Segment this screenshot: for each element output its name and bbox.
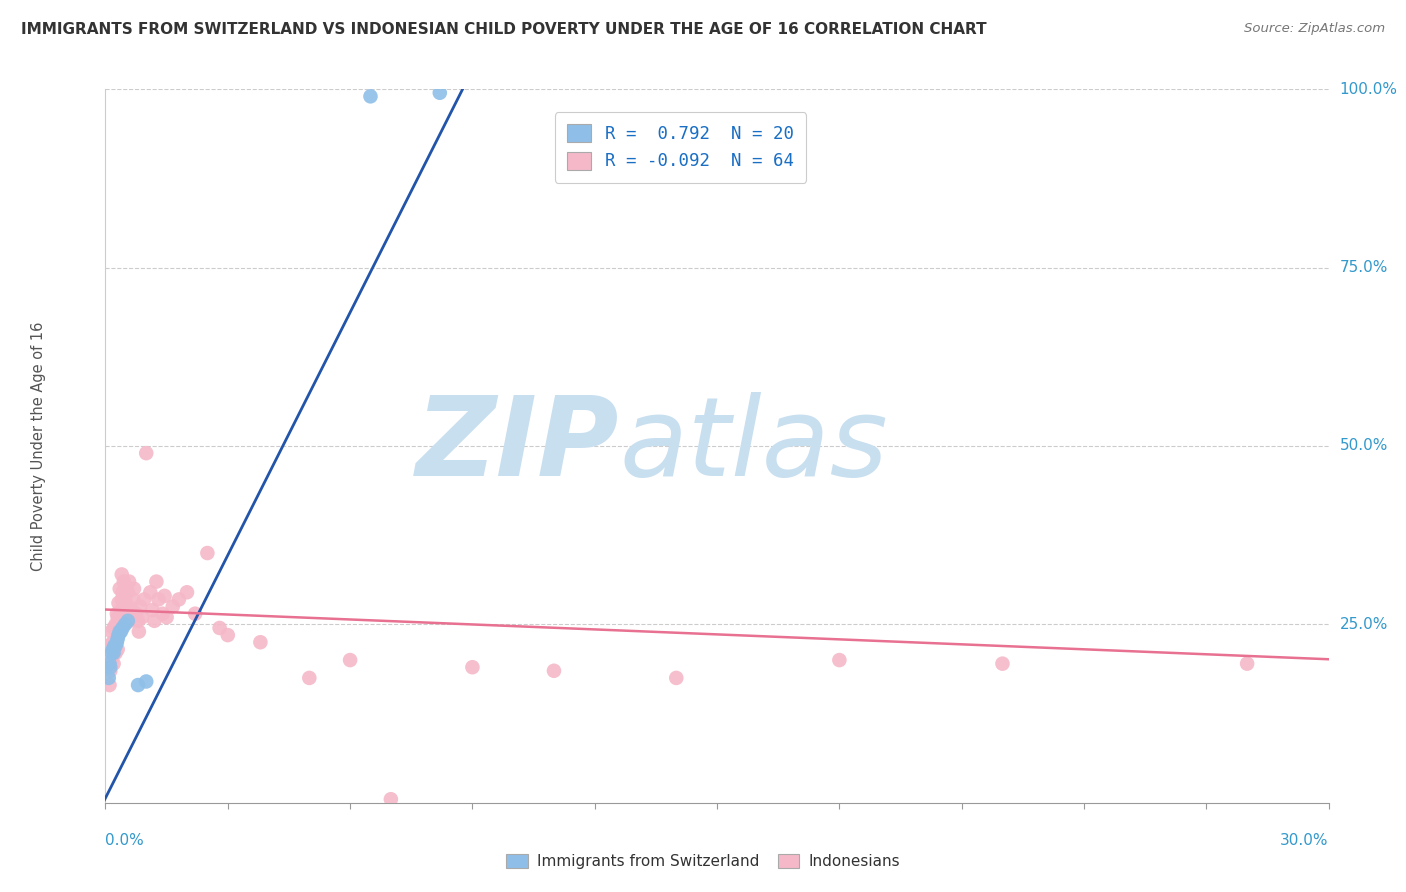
Point [108, 624, 131, 639]
Point [104, 617, 127, 632]
Point [143, 614, 166, 628]
Point [112, 574, 135, 589]
Point [107, 610, 129, 624]
Point [184, 607, 207, 621]
Point [105, 632, 128, 646]
Point [129, 599, 152, 614]
Point [118, 574, 141, 589]
Point [217, 628, 239, 642]
Point [101, 642, 124, 657]
Point [148, 592, 170, 607]
Point [103, 621, 125, 635]
Point [152, 607, 174, 621]
Point [360, 89, 382, 103]
Point [98, 678, 121, 692]
Point [121, 603, 143, 617]
Point [107, 628, 129, 642]
Point [176, 585, 198, 599]
Point [128, 624, 150, 639]
Text: 30.0%: 30.0% [1281, 833, 1329, 848]
Point [100, 653, 122, 667]
Point [107, 596, 129, 610]
Text: atlas: atlas [619, 392, 887, 500]
Point [103, 657, 125, 671]
Text: Source: ZipAtlas.com: Source: ZipAtlas.com [1244, 22, 1385, 36]
Point [195, 546, 219, 560]
Point [122, 582, 145, 596]
Point [100, 624, 122, 639]
Point [114, 607, 136, 621]
Text: 50.0%: 50.0% [1340, 439, 1388, 453]
Point [153, 589, 176, 603]
Text: 0.0%: 0.0% [105, 833, 145, 848]
Point [127, 678, 149, 692]
Point [98, 657, 121, 671]
Point [145, 574, 167, 589]
Text: ZIP: ZIP [416, 392, 619, 500]
Point [122, 592, 145, 607]
Point [110, 624, 132, 639]
Point [108, 582, 131, 596]
Point [110, 603, 132, 617]
Point [127, 614, 149, 628]
Point [111, 592, 134, 607]
Point [100, 646, 122, 660]
Text: 25.0%: 25.0% [1340, 617, 1388, 632]
Point [98, 660, 121, 674]
Point [339, 653, 361, 667]
Text: Child Poverty Under the Age of 16: Child Poverty Under the Age of 16 [31, 321, 45, 571]
Point [249, 635, 271, 649]
Point [141, 603, 163, 617]
Point [208, 621, 231, 635]
Point [104, 639, 127, 653]
Point [105, 607, 128, 621]
Point [134, 592, 156, 607]
Legend: Immigrants from Switzerland, Indonesians: Immigrants from Switzerland, Indonesians [501, 847, 905, 875]
Text: 75.0%: 75.0% [1340, 260, 1388, 275]
Point [139, 585, 162, 599]
Point [98, 664, 121, 678]
Point [105, 635, 128, 649]
Point [125, 607, 148, 621]
Point [828, 653, 851, 667]
Point [111, 621, 134, 635]
Point [1236, 657, 1258, 671]
Point [543, 664, 565, 678]
Point [97, 639, 120, 653]
Point [429, 86, 451, 100]
Point [167, 592, 190, 607]
Point [101, 635, 124, 649]
Point [131, 610, 153, 624]
Point [117, 585, 139, 599]
Point [103, 646, 125, 660]
Point [111, 585, 134, 599]
Point [107, 642, 129, 657]
Point [135, 446, 157, 460]
Point [118, 614, 141, 628]
Point [96, 657, 118, 671]
Point [103, 639, 125, 653]
Text: IMMIGRANTS FROM SWITZERLAND VS INDONESIAN CHILD POVERTY UNDER THE AGE OF 16 CORR: IMMIGRANTS FROM SWITZERLAND VS INDONESIA… [21, 22, 987, 37]
Point [107, 632, 129, 646]
Point [111, 567, 134, 582]
Point [298, 671, 321, 685]
Point [135, 674, 157, 689]
Text: 100.0%: 100.0% [1340, 82, 1398, 96]
Legend: R =  0.792  N = 20, R = -0.092  N = 64: R = 0.792 N = 20, R = -0.092 N = 64 [554, 112, 806, 183]
Point [155, 610, 177, 624]
Point [991, 657, 1014, 671]
Point [461, 660, 484, 674]
Point [380, 792, 402, 806]
Point [117, 614, 139, 628]
Point [665, 671, 688, 685]
Point [108, 614, 131, 628]
Point [97, 671, 120, 685]
Point [115, 596, 138, 610]
Point [162, 599, 184, 614]
Point [103, 635, 125, 649]
Point [114, 617, 136, 632]
Point [104, 646, 127, 660]
